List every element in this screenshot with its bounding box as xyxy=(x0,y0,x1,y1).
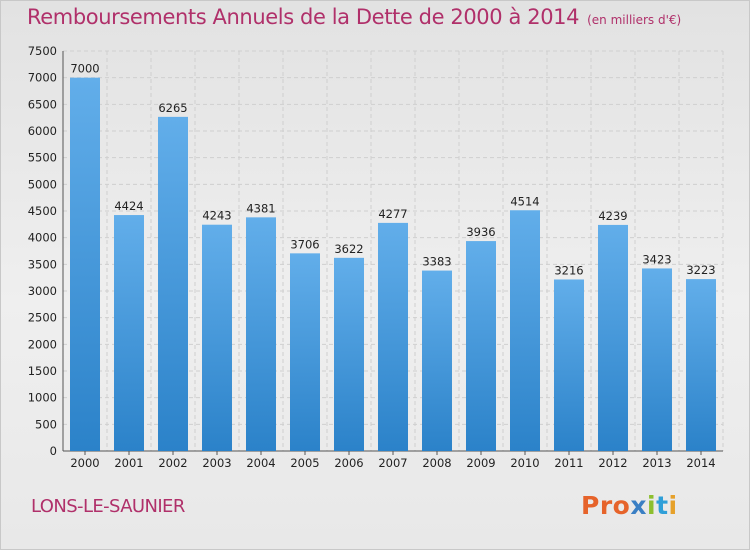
x-tick-label: 2001 xyxy=(114,456,143,470)
chart-subtitle: (en milliers d'€) xyxy=(587,13,682,27)
data-label: 4381 xyxy=(246,201,275,215)
y-tick-label: 500 xyxy=(35,417,57,431)
x-tick-label: 2008 xyxy=(422,456,451,470)
data-label: 3622 xyxy=(334,242,363,256)
x-tick-label: 2010 xyxy=(510,456,539,470)
bar xyxy=(510,210,540,451)
x-tick-label: 2009 xyxy=(466,456,495,470)
label-layer: 7000 4424 6265 4243 4381 3706 3622 4277 3383 3936… xyxy=(70,62,715,278)
chart-title-text: Remboursements Annuels de la Dette de 20… xyxy=(27,5,580,29)
y-tick-label: 2500 xyxy=(28,311,57,325)
data-label: 4514 xyxy=(510,194,539,208)
bar xyxy=(202,224,232,451)
bar xyxy=(290,253,320,451)
y-tick-label: 3500 xyxy=(28,257,57,271)
x-tick-label: 2007 xyxy=(378,456,407,470)
y-tick-label: 7500 xyxy=(28,44,57,58)
y-tick-label: 0 xyxy=(50,444,57,458)
x-tick-label: 2004 xyxy=(246,456,275,470)
data-label: 4424 xyxy=(114,199,143,213)
bar xyxy=(158,116,188,451)
data-label: 3423 xyxy=(642,252,671,266)
y-tick-label: 6500 xyxy=(28,97,57,111)
y-tick-label: 7000 xyxy=(28,71,57,85)
data-label: 6265 xyxy=(158,101,187,115)
y-tick-label: 2000 xyxy=(28,337,57,351)
data-label: 3706 xyxy=(290,237,319,251)
y-tick-label: 6000 xyxy=(28,124,57,138)
bar xyxy=(378,222,408,451)
bar xyxy=(686,279,716,451)
x-tick-label: 2013 xyxy=(642,456,671,470)
x-tick-label: 2003 xyxy=(202,456,231,470)
x-tick-label: 2000 xyxy=(70,456,99,470)
brand-logo: Proxiti xyxy=(581,491,678,520)
x-tick-label: 2002 xyxy=(158,456,187,470)
data-label: 4239 xyxy=(598,209,627,223)
data-label: 7000 xyxy=(70,62,99,76)
y-tick-label: 1000 xyxy=(28,391,57,405)
axis-layer: 0 500 1000 1500 2000 2500 3000 3500 4000 4500 5000… xyxy=(28,44,723,470)
data-label: 3223 xyxy=(686,263,715,277)
y-tick-label: 1500 xyxy=(28,364,57,378)
data-label: 3936 xyxy=(466,225,495,239)
bar xyxy=(466,241,496,451)
data-label: 3216 xyxy=(554,263,583,277)
data-label: 3383 xyxy=(422,255,451,269)
bar xyxy=(334,257,364,451)
bar xyxy=(114,215,144,451)
bar xyxy=(554,279,584,451)
bar xyxy=(642,268,672,451)
y-tick-label: 4000 xyxy=(28,231,57,245)
y-tick-label: 3000 xyxy=(28,284,57,298)
x-tick-label: 2005 xyxy=(290,456,319,470)
x-tick-label: 2012 xyxy=(598,456,627,470)
city-name: LONS-LE-SAUNIER xyxy=(31,496,185,517)
y-tick-label: 5500 xyxy=(28,151,57,165)
y-tick-label: 4500 xyxy=(28,204,57,218)
x-tick-label: 2011 xyxy=(554,456,583,470)
y-tick-label: 5000 xyxy=(28,177,57,191)
x-tick-label: 2006 xyxy=(334,456,363,470)
bar-layer xyxy=(70,77,716,452)
bar xyxy=(70,77,100,452)
chart-title: Remboursements Annuels de la Dette de 20… xyxy=(27,5,681,29)
data-label: 4277 xyxy=(378,207,407,221)
bar xyxy=(598,224,628,451)
data-label: 4243 xyxy=(202,209,231,223)
x-tick-label: 2014 xyxy=(686,456,715,470)
bar xyxy=(246,217,276,451)
bar xyxy=(422,270,452,451)
